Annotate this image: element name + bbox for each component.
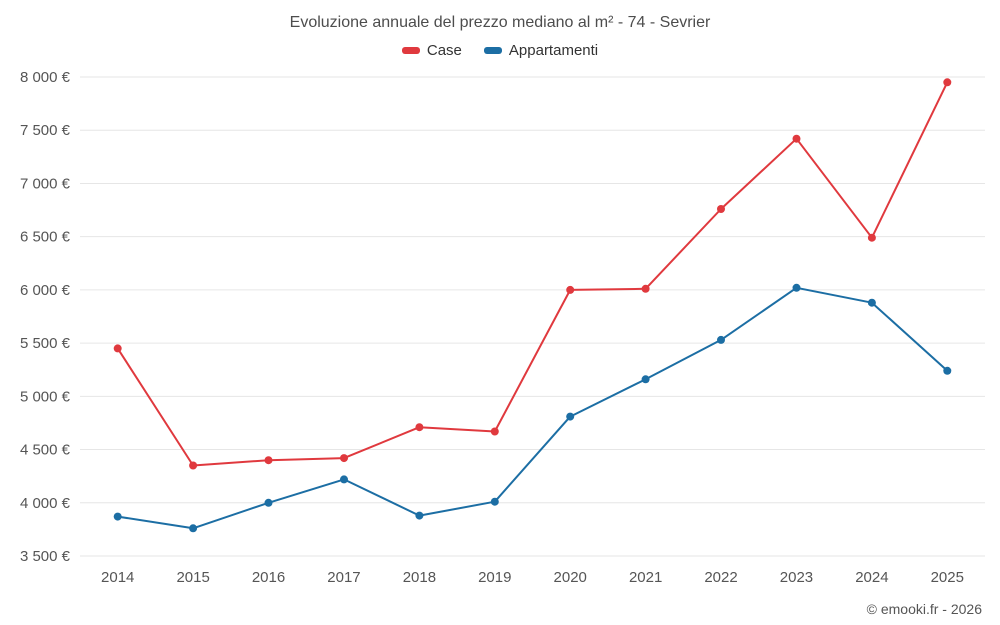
data-point-case[interactable] — [566, 285, 575, 294]
data-point-case[interactable] — [113, 344, 122, 353]
data-point-case[interactable] — [867, 233, 876, 242]
data-point-appartamenti[interactable] — [943, 366, 952, 375]
legend-label-appartamenti: Appartamenti — [508, 42, 599, 59]
data-point-appartamenti[interactable] — [566, 412, 575, 421]
x-tick-label: 2019 — [478, 569, 511, 586]
data-point-appartamenti[interactable] — [113, 512, 122, 521]
data-point-appartamenti[interactable] — [264, 498, 273, 507]
data-point-appartamenti[interactable] — [717, 335, 725, 344]
data-point-case[interactable] — [415, 423, 424, 432]
y-tick-label: 7 000 € — [20, 175, 71, 192]
chart-legend: Case Appartamenti — [0, 42, 1000, 59]
legend-label-case: Case — [426, 42, 462, 59]
y-tick-label: 4 500 € — [20, 442, 71, 459]
chart-title: Evoluzione annuale del prezzo mediano al… — [289, 14, 711, 31]
y-tick-label: 5 500 € — [20, 335, 71, 352]
y-tick-label: 3 500 € — [20, 548, 71, 565]
data-point-case[interactable] — [490, 427, 499, 436]
data-point-case[interactable] — [340, 454, 348, 463]
data-point-appartamenti[interactable] — [792, 283, 801, 292]
y-tick-label: 6 500 € — [20, 229, 71, 246]
x-axis-labels: 2014 2015 2016 2017 2018 2019 2020 2021 2022 2023… — [101, 569, 964, 586]
x-tick-label: 2015 — [176, 569, 209, 586]
data-point-appartamenti[interactable] — [415, 511, 424, 520]
data-point-case[interactable] — [943, 78, 952, 87]
gridlines — [80, 76, 985, 557]
data-point-case[interactable] — [641, 284, 650, 293]
series-line-appartamenti — [116, 286, 949, 530]
x-tick-label: 2017 — [327, 569, 360, 586]
legend-item-case[interactable]: Case — [401, 42, 462, 59]
x-tick-label: 2020 — [554, 569, 587, 586]
data-point-appartamenti[interactable] — [867, 298, 876, 307]
x-tick-label: 2024 — [855, 569, 888, 586]
legend-item-appartamenti[interactable]: Appartamenti — [483, 42, 599, 59]
y-tick-label: 6 000 € — [20, 282, 71, 299]
x-tick-label: 2021 — [629, 569, 662, 586]
data-point-case[interactable] — [792, 134, 801, 143]
data-point-case[interactable] — [264, 456, 273, 465]
data-point-case[interactable] — [189, 461, 198, 470]
y-axis-labels: 3 500 € 4 000 € 4 500 € 5 000 € 5 500 € 6 000… — [20, 69, 71, 565]
y-tick-label: 4 000 € — [20, 495, 71, 512]
legend-marker-case — [401, 47, 420, 54]
data-point-appartamenti[interactable] — [189, 524, 198, 533]
chart-attribution: © emooki.fr - 2026 — [866, 601, 982, 617]
x-tick-label: 2025 — [931, 569, 964, 586]
data-point-appartamenti[interactable] — [340, 475, 348, 484]
data-point-case[interactable] — [717, 205, 725, 213]
x-tick-label: 2022 — [704, 569, 737, 586]
x-tick-label: 2018 — [403, 569, 436, 586]
x-tick-label: 2014 — [101, 569, 134, 586]
x-tick-label: 2016 — [252, 569, 285, 586]
y-tick-label: 8 000 € — [20, 69, 71, 86]
y-tick-label: 7 500 € — [20, 122, 71, 139]
legend-marker-appartamenti — [483, 47, 502, 54]
data-point-appartamenti[interactable] — [641, 375, 650, 384]
x-tick-label: 2023 — [780, 569, 813, 586]
data-point-appartamenti[interactable] — [490, 497, 499, 506]
y-tick-label: 5 000 € — [20, 388, 71, 405]
series-line-case — [116, 81, 949, 467]
